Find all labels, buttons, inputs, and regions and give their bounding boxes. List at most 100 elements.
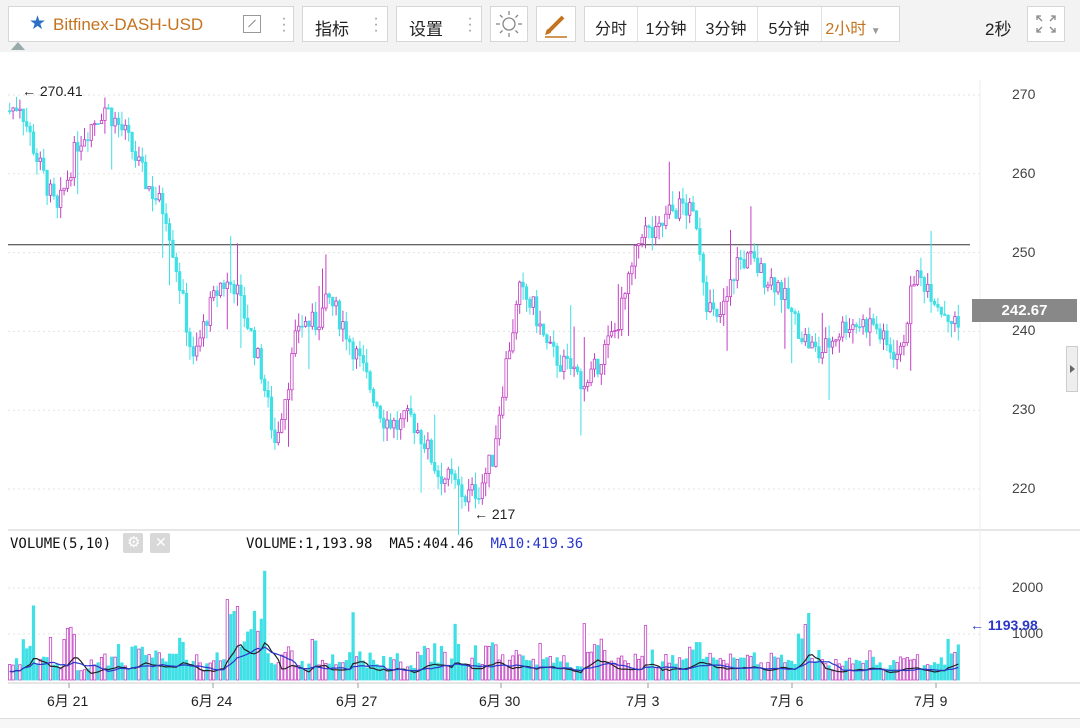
candle-body — [174, 257, 178, 273]
candle-body — [524, 286, 529, 300]
candle-body — [147, 186, 151, 190]
volume-bar — [392, 659, 396, 681]
volume-bar — [252, 610, 257, 681]
candle-body — [52, 183, 56, 197]
candle-body — [582, 385, 586, 390]
date-tick-label: 6月 30 — [479, 693, 521, 709]
more-icon[interactable]: · · · — [373, 10, 379, 39]
period-tab-active[interactable]: 2小时 ▼ — [825, 21, 881, 38]
volume-bar — [154, 650, 158, 681]
refresh-interval[interactable]: 2秒 — [985, 20, 1012, 39]
candle-body — [86, 139, 90, 142]
volume-bar — [630, 667, 634, 681]
volume-bar — [157, 652, 161, 681]
volume-bar — [813, 661, 818, 681]
candle-body — [667, 204, 671, 215]
settings-button[interactable]: 设置 · · · — [396, 6, 482, 42]
volume-bar — [796, 633, 801, 681]
candle-body — [861, 319, 865, 328]
volume-bar — [742, 657, 746, 681]
volume-bar — [504, 665, 508, 681]
more-icon[interactable]: · · · — [467, 10, 473, 39]
price-tick-label: 270 — [1012, 86, 1036, 102]
candle-body — [385, 419, 389, 429]
period-selector: 分时 1分钟 3分钟 5分钟 2小时 ▼ — [584, 6, 900, 42]
candle-body — [494, 438, 498, 467]
volume-bar — [358, 651, 362, 681]
volume-bar — [222, 659, 226, 681]
candle-body — [847, 329, 852, 334]
candle-body — [93, 123, 97, 126]
candle-body — [752, 251, 756, 259]
candle-body — [154, 198, 158, 201]
volume-bar — [637, 659, 641, 681]
period-tab[interactable]: 5分钟 — [768, 21, 810, 38]
gear-icon[interactable]: ⚙ — [123, 533, 143, 553]
volume-bar — [433, 643, 437, 681]
candle-body — [735, 257, 739, 281]
volume-bar — [11, 664, 15, 681]
period-tab[interactable]: 3分钟 — [705, 21, 747, 38]
volume-bar — [531, 658, 535, 681]
external-link-icon[interactable] — [243, 15, 261, 33]
more-icon[interactable]: · · · — [281, 10, 287, 39]
low-label: 低: — [394, 62, 418, 78]
candle-body — [932, 300, 937, 305]
candle-body — [38, 157, 42, 162]
volume-bar — [555, 657, 559, 681]
candle-body — [31, 131, 36, 154]
ma5-line — [9, 641, 959, 675]
volume-bar — [620, 655, 624, 681]
candle-body — [283, 399, 287, 420]
candle-body — [756, 257, 760, 274]
candle-body — [705, 281, 709, 313]
candle-body — [796, 313, 801, 339]
candle-body — [439, 476, 444, 484]
volume-bar — [344, 660, 348, 681]
volume-bar — [654, 667, 658, 681]
volume-bar — [303, 668, 308, 681]
candle-body — [62, 187, 66, 191]
volume-bar — [895, 662, 899, 681]
candle-body — [79, 145, 83, 152]
candle-body — [844, 321, 848, 334]
volume-bar — [52, 664, 56, 681]
panel-toggle[interactable] — [1066, 346, 1078, 392]
candle-body — [647, 225, 651, 228]
volume-bar — [103, 653, 107, 681]
candle-body — [463, 496, 467, 503]
volume-bar — [565, 662, 569, 681]
candle-body — [273, 429, 277, 444]
candle-body — [11, 107, 15, 112]
volume-bar — [110, 656, 114, 681]
period-tab[interactable]: 1分钟 — [645, 21, 687, 38]
close-icon[interactable]: ✕ — [150, 533, 170, 553]
volume-bar — [606, 661, 610, 681]
candle-body — [541, 323, 546, 336]
theme-button[interactable] — [490, 6, 528, 42]
candle-body — [715, 308, 719, 317]
volume-bar — [623, 660, 627, 681]
fullscreen-button[interactable] — [1027, 6, 1065, 42]
indicators-button[interactable]: 指标 · · · — [302, 6, 388, 42]
candle-body — [252, 330, 257, 359]
date-tick-label: 7月 6 — [770, 693, 804, 709]
draw-button[interactable] — [536, 6, 576, 42]
volume-bar — [783, 662, 787, 681]
volume-bar — [127, 669, 131, 681]
candle-body — [783, 287, 787, 301]
candle-body — [586, 382, 590, 387]
volume-bar — [545, 657, 549, 681]
candle-body — [817, 346, 821, 359]
volume-bar — [793, 663, 797, 681]
volume-bar — [745, 654, 750, 681]
candle-body — [915, 270, 920, 285]
star-icon[interactable]: ★ — [29, 13, 47, 34]
period-tab[interactable]: 分时 — [594, 21, 627, 38]
volume-bar — [909, 659, 913, 681]
symbol-selector[interactable]: ★ Bitfinex-DASH-USD · · · — [8, 6, 294, 42]
candle-body — [354, 348, 359, 360]
candle-body — [501, 396, 505, 416]
volume-bar — [120, 662, 124, 681]
